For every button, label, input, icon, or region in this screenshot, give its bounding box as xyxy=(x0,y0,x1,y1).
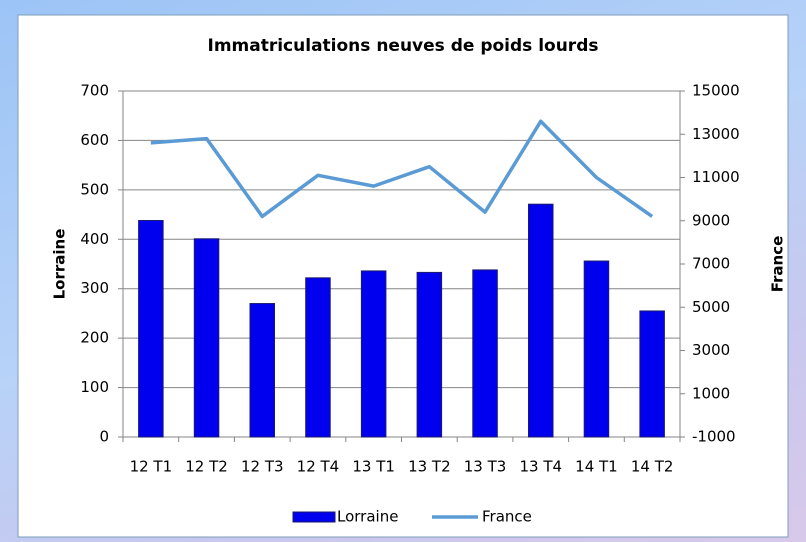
x-tick-label: 14 T2 xyxy=(631,458,674,476)
x-tick-label: 13 T1 xyxy=(352,458,395,476)
y2-tick-label: 11000 xyxy=(692,168,740,186)
y-tick-label: 600 xyxy=(80,131,109,149)
bar xyxy=(193,238,220,438)
bar xyxy=(527,203,554,438)
y2-tick-label: 5000 xyxy=(692,298,730,316)
y-tick-label: 400 xyxy=(80,230,109,248)
y2-axis-title: France xyxy=(769,236,787,293)
bar xyxy=(416,271,443,438)
y-axis-title: Lorraine xyxy=(51,229,69,300)
legend-label: France xyxy=(482,508,532,526)
bar xyxy=(472,269,498,438)
y-tick-label: 200 xyxy=(80,329,109,347)
x-tick-label: 12 T3 xyxy=(241,458,284,476)
y2-tick-label: 13000 xyxy=(692,125,740,143)
bar xyxy=(360,270,387,438)
x-tick-label: 13 T4 xyxy=(519,458,562,476)
line xyxy=(150,119,654,219)
y-tick-label: 700 xyxy=(80,82,109,100)
y2-tick-label: 9000 xyxy=(692,211,730,229)
x-tick-label: 13 T3 xyxy=(464,458,507,476)
y2-tick-label: 15000 xyxy=(692,82,740,100)
y-tick-label: 0 xyxy=(99,428,109,446)
x-tick-label: 12 T2 xyxy=(185,458,228,476)
y2-tick-label: -1000 xyxy=(692,428,736,446)
bar xyxy=(639,310,665,438)
x-tick-label: 12 T4 xyxy=(297,458,340,476)
y2-tick-label: 1000 xyxy=(692,384,730,402)
x-tick-label: 14 T1 xyxy=(575,458,618,476)
y-tick-label: 100 xyxy=(80,378,109,396)
legend-swatch xyxy=(292,511,336,523)
y-tick-label: 500 xyxy=(80,180,109,198)
y2-tick-label: 3000 xyxy=(692,341,730,359)
bar xyxy=(305,277,331,438)
chart-title: Immatriculations neuves de poids lourds xyxy=(208,36,599,56)
bar xyxy=(249,303,276,438)
y-tick-label: 300 xyxy=(80,279,109,297)
x-tick-label: 13 T2 xyxy=(408,458,451,476)
legend-label: Lorraine xyxy=(337,508,398,526)
bar xyxy=(583,260,610,438)
x-tick-label: 12 T1 xyxy=(130,458,173,476)
bar xyxy=(138,220,164,438)
y2-tick-label: 7000 xyxy=(692,255,730,273)
